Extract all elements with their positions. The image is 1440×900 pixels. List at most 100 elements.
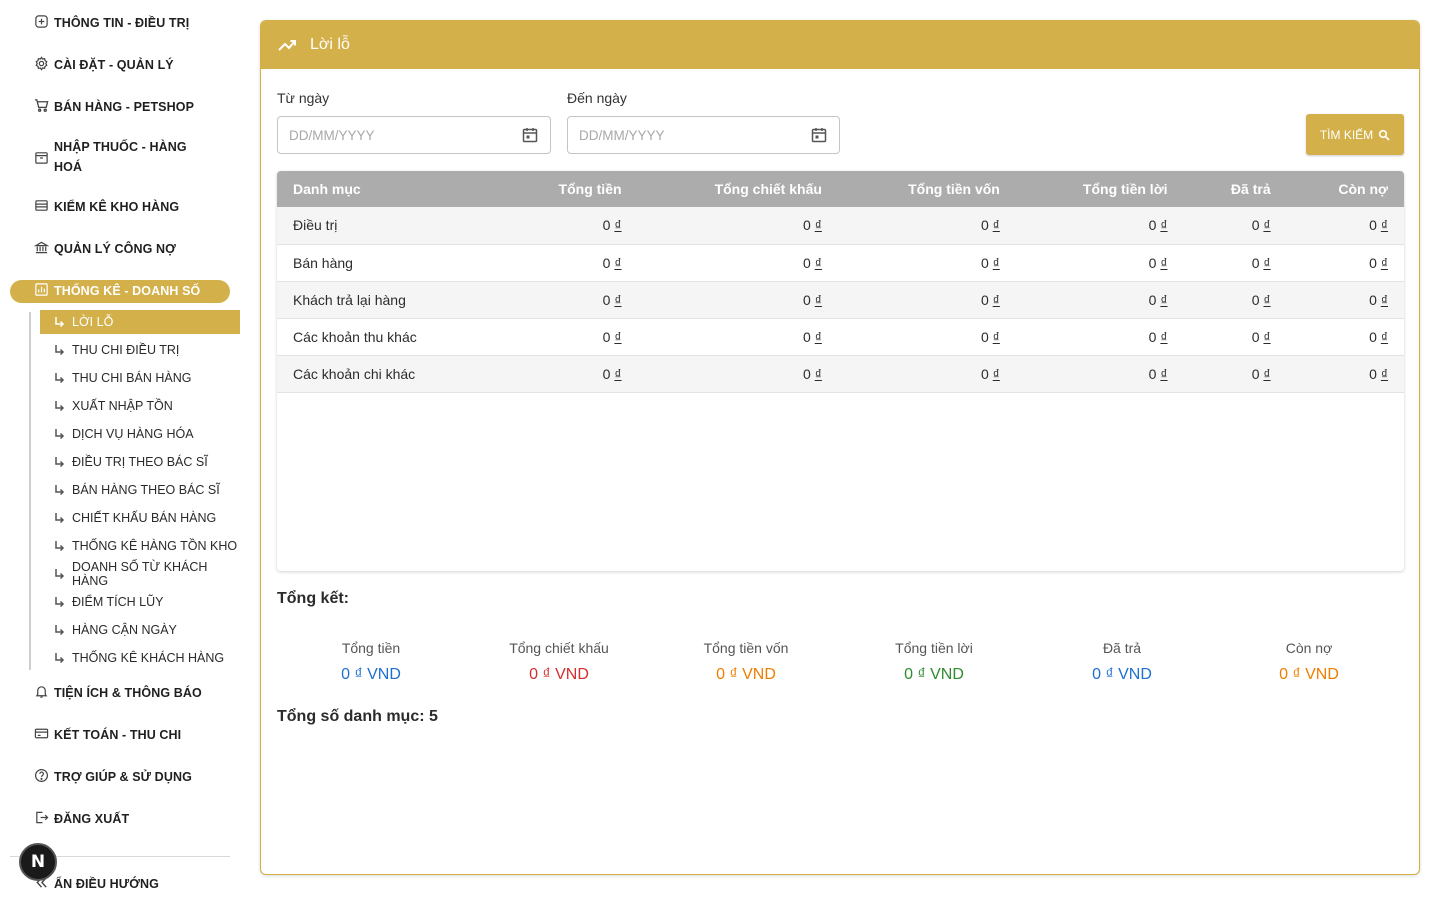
amount-value: 0 xyxy=(602,365,611,382)
sub-item-thu-chi-dieu-tri[interactable]: THU CHI ĐIỀU TRỊ xyxy=(52,339,179,361)
nav-dang-xuat[interactable]: ĐĂNG XUẤT xyxy=(34,809,129,829)
amount-value: 0 xyxy=(1251,217,1260,234)
summary-value: 0 ₫ VND xyxy=(529,666,589,683)
from-date-field[interactable] xyxy=(277,116,551,154)
currency-symbol: ₫ xyxy=(1380,217,1388,234)
table-row[interactable]: Các khoản chi khác 0 ₫ 0 ₫ 0 ₫ 0 ₫ 0 ₫ 0 ₫ xyxy=(277,355,1404,392)
nav-ban-hang-petshop[interactable]: BÁN HÀNG - PETSHOP xyxy=(34,97,194,117)
sub-item-hang-can-ngay[interactable]: HÀNG CẬN NGÀY xyxy=(52,619,177,641)
sub-item-label: THU CHI BÁN HÀNG xyxy=(72,371,192,385)
summary-value: 0 ₫ VND xyxy=(904,666,964,683)
from-date-input[interactable] xyxy=(289,127,521,143)
table-row[interactable]: Các khoản thu khác 0 ₫ 0 ₫ 0 ₫ 0 ₫ 0 ₫ 0 ₫ xyxy=(277,318,1404,355)
amount-cell: 0 ₫ xyxy=(838,281,1016,318)
sub-item-diem-tich-luy[interactable]: ĐIỂM TÍCH LŨY xyxy=(52,591,163,613)
amount-value: 0 xyxy=(1148,291,1157,308)
list-icon xyxy=(34,198,49,213)
help-icon xyxy=(34,768,49,783)
calendar-icon[interactable] xyxy=(810,126,828,144)
amount-value: 0 xyxy=(980,217,989,234)
summary-label: Tổng chiết khấu xyxy=(509,640,609,656)
sub-item-loi-lo[interactable]: LỜI LỖ xyxy=(52,311,113,333)
nav-tro-giup-su-dung[interactable]: TRỢ GIÚP & SỬ DỤNG xyxy=(34,767,192,787)
sub-item-xuat-nhap-ton[interactable]: XUẤT NHẬP TỒN xyxy=(52,395,173,417)
column-header[interactable]: Tổng chiết khấu xyxy=(714,181,822,197)
nav-nhap-thuoc-hang-hoa[interactable]: NHẬP THUỐC - HÀNG HOÁ xyxy=(34,137,204,177)
sub-item-thong-ke-hang-ton-kho[interactable]: THỐNG KÊ HÀNG TỒN KHO xyxy=(52,535,237,557)
sidebar-divider xyxy=(10,856,230,857)
table-row[interactable]: Khách trả lại hàng 0 ₫ 0 ₫ 0 ₫ 0 ₫ 0 ₫ 0 ₫ xyxy=(277,281,1404,318)
column-header[interactable]: Tổng tiền vốn xyxy=(908,181,1000,197)
summary-value: 0 ₫ VND xyxy=(341,666,401,683)
amount-cell: 0 ₫ xyxy=(1184,244,1287,281)
nav-quan-ly-cong-no[interactable]: QUẢN LÝ CÔNG NỢ xyxy=(34,239,176,259)
sidebar: THÔNG TIN - ĐIỀU TRỊ CÀI ĐẶT - QUẢN LÝ B… xyxy=(0,0,245,900)
currency-symbol: ₫ xyxy=(1263,328,1271,345)
subdirectory-arrow-icon xyxy=(52,343,66,357)
column-header[interactable]: Tổng tiền xyxy=(558,181,622,197)
nav-cai-dat-quan-ly[interactable]: CÀI ĐẶT - QUẢN LÝ xyxy=(34,55,174,75)
nav-hide-navigation[interactable]: ẨN ĐIỀU HƯỚNG xyxy=(34,874,159,894)
calendar-icon[interactable] xyxy=(521,126,539,144)
nav-label: ĐĂNG XUẤT xyxy=(54,812,130,826)
total-category-count: Tổng số danh mục: 5 xyxy=(277,708,438,725)
amount-cell: 0 ₫ xyxy=(1016,207,1184,244)
gear-icon xyxy=(34,56,49,71)
nav-thong-tin-dieu-tri[interactable]: THÔNG TIN - ĐIỀU TRỊ xyxy=(34,13,189,33)
subdirectory-arrow-icon xyxy=(52,651,66,665)
amount-cell: 0 ₫ xyxy=(838,355,1016,392)
summary-label: Tổng tiền xyxy=(341,640,401,656)
sub-item-thong-ke-khach-hang[interactable]: THỐNG KÊ KHÁCH HÀNG xyxy=(52,647,224,669)
sub-item-dieu-tri-theo-bac-si[interactable]: ĐIỀU TRỊ THEO BÁC SĨ xyxy=(52,451,208,473)
amount-cell: 0 ₫ xyxy=(638,207,838,244)
search-button[interactable]: TÌM KIẾM xyxy=(1306,114,1404,155)
sub-item-label: BÁN HÀNG THEO BÁC SĨ xyxy=(72,483,220,497)
column-header[interactable]: Danh mục xyxy=(293,181,361,197)
summary-label: Còn nợ xyxy=(1285,640,1333,656)
logout-icon xyxy=(34,810,49,825)
amount-value: 0 xyxy=(1148,254,1157,271)
sub-item-chiet-khau-ban-hang[interactable]: CHIẾT KHẤU BÁN HÀNG xyxy=(52,507,216,529)
nav-active-highlight xyxy=(10,280,230,303)
subdirectory-arrow-icon xyxy=(52,315,66,329)
nav-label: NHẬP THUỐC - HÀNG HOÁ xyxy=(54,140,187,174)
sub-item-label: THU CHI ĐIỀU TRỊ xyxy=(72,343,180,357)
nav-thong-ke-doanh-so[interactable]: THỐNG KÊ - DOANH SỐ xyxy=(34,281,200,301)
table-row[interactable]: Điều trị 0 ₫ 0 ₫ 0 ₫ 0 ₫ 0 ₫ 0 ₫ xyxy=(277,207,1404,244)
summary-tong-chiet-khau: Tổng chiết khấu 0 ₫ VND xyxy=(465,640,653,684)
nav-tien-ich-thong-bao[interactable]: TIỆN ÍCH & THÔNG BÁO xyxy=(34,683,202,703)
table-row[interactable]: Bán hàng 0 ₫ 0 ₫ 0 ₫ 0 ₫ 0 ₫ 0 ₫ xyxy=(277,244,1404,281)
currency-symbol: ₫ xyxy=(614,328,622,345)
sub-item-thu-chi-ban-hang[interactable]: THU CHI BÁN HÀNG xyxy=(52,367,191,389)
currency-symbol: ₫ xyxy=(1263,365,1271,382)
amount-cell: 0 ₫ xyxy=(1016,318,1184,355)
sub-item-ban-hang-theo-bac-si[interactable]: BÁN HÀNG THEO BÁC SĨ xyxy=(52,479,220,501)
column-header[interactable]: Còn nợ xyxy=(1338,181,1388,197)
currency-symbol: ₫ xyxy=(1380,254,1388,271)
summary-title: Tổng kết: xyxy=(277,590,349,607)
amount-value: 0 xyxy=(1369,365,1377,382)
to-date-field[interactable] xyxy=(567,116,840,154)
category-cell: Các khoản chi khác xyxy=(293,365,416,382)
sub-item-label: THỐNG KÊ KHÁCH HÀNG xyxy=(72,651,225,665)
summary-label: Tổng tiền lời xyxy=(895,640,973,656)
summary-label: Đã trả xyxy=(1102,640,1142,656)
to-date-input[interactable] xyxy=(579,127,810,143)
amount-cell: 0 ₫ xyxy=(638,244,838,281)
sub-item-dich-vu-hang-hoa[interactable]: DỊCH VỤ HÀNG HÓA xyxy=(52,423,194,445)
column-header[interactable]: Tổng tiền lời xyxy=(1082,181,1168,197)
amount-cell: 0 ₫ xyxy=(501,207,638,244)
subdirectory-arrow-icon xyxy=(52,455,66,469)
amount-cell: 0 ₫ xyxy=(638,318,838,355)
nav-kiem-ke-kho-hang[interactable]: KIỂM KÊ KHO HÀNG xyxy=(34,197,179,217)
amount-cell: 0 ₫ xyxy=(838,207,1016,244)
amount-value: 0 xyxy=(1148,217,1157,234)
search-button-label: TÌM KIẾM xyxy=(1319,127,1374,142)
amount-cell: 0 ₫ xyxy=(1184,318,1287,355)
amount-value: 0 xyxy=(1251,254,1260,271)
amount-value: 0 xyxy=(602,217,611,234)
nav-ket-toan-thu-chi[interactable]: KẾT TOÁN - THU CHI xyxy=(34,725,181,745)
n-badge-icon[interactable]: N xyxy=(19,843,57,881)
column-header[interactable]: Đã trả xyxy=(1230,181,1271,197)
sub-item-doanh-so-tu-khach-hang[interactable]: DOANH SỐ TỪ KHÁCH HÀNG xyxy=(52,560,245,588)
